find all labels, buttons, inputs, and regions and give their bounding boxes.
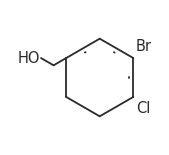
- Text: Br: Br: [136, 39, 152, 54]
- Text: Cl: Cl: [136, 101, 150, 116]
- Text: HO: HO: [18, 51, 40, 66]
